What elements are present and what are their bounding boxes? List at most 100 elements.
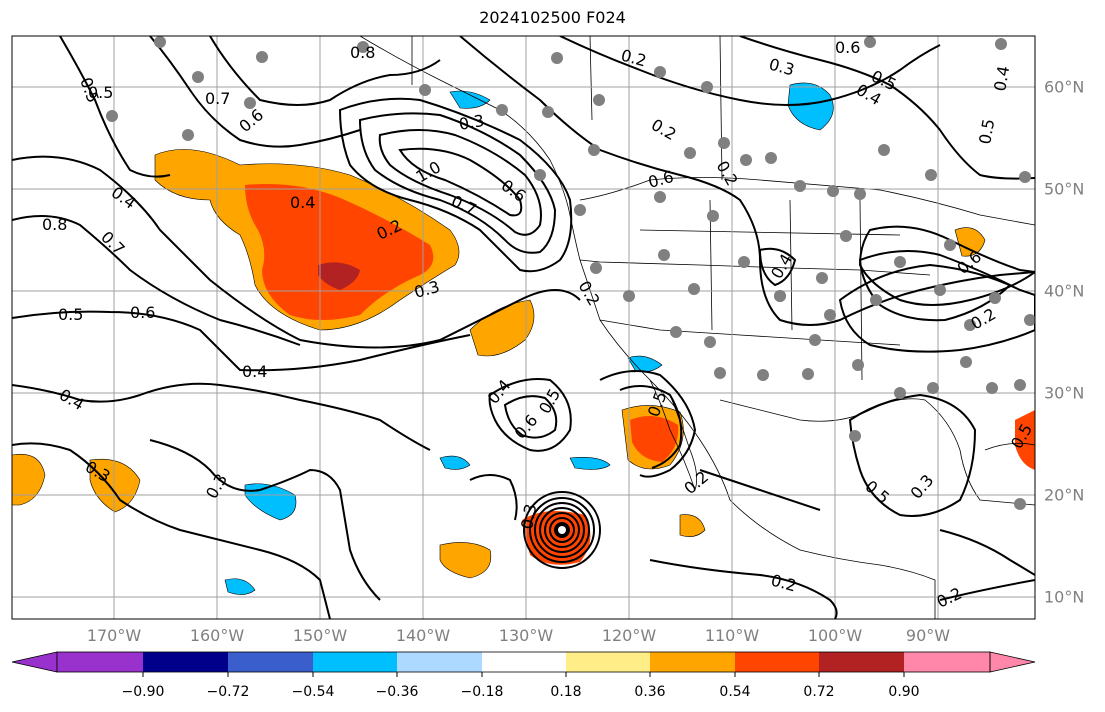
station-dot — [182, 129, 194, 141]
orange-field — [469, 299, 535, 357]
lon-label: 120°W — [601, 626, 657, 645]
colorbar-bin — [228, 652, 313, 672]
station-dot — [1014, 498, 1026, 510]
station-dot — [1014, 379, 1026, 391]
contour-label: 0.5 — [88, 83, 113, 102]
redorange-field — [245, 184, 434, 320]
colorbar-bin — [904, 652, 990, 672]
redorange-field — [630, 416, 679, 462]
contour-line — [503, 395, 558, 439]
contour-line — [12, 155, 581, 349]
contour-line — [469, 474, 518, 521]
lat-label: 30°N — [1044, 383, 1085, 403]
contour-line — [12, 382, 431, 451]
contour-line — [699, 469, 821, 511]
colorbar-frame — [56, 651, 991, 673]
contour-line — [459, 36, 1035, 326]
station-dot — [809, 334, 821, 346]
station-dot — [357, 41, 369, 53]
lon-label: 140°W — [395, 626, 451, 645]
contour-label: 0.7 — [205, 89, 230, 108]
station-dot — [927, 382, 939, 394]
station-dot — [864, 36, 876, 48]
station-dot — [1024, 314, 1035, 326]
lat-label: 10°N — [1044, 587, 1085, 607]
lat-label: 60°N — [1044, 77, 1085, 97]
station-dot — [960, 356, 972, 368]
hurricane-contour — [539, 507, 585, 553]
station-dot — [827, 185, 839, 197]
contour-label: 0.4 — [990, 64, 1013, 92]
colorbar-bin — [313, 652, 397, 672]
station-dot — [740, 154, 752, 166]
colorbar-bin — [143, 652, 228, 672]
colorbar-bin — [735, 652, 819, 672]
colorbar-tick-label: −0.72 — [206, 684, 250, 700]
orange-field — [954, 227, 986, 257]
darkred-field — [318, 262, 360, 290]
contour-line — [758, 247, 797, 287]
station-dot — [707, 210, 719, 222]
contour-line — [599, 370, 697, 478]
lon-label: 100°W — [807, 626, 863, 645]
hurricane-contour — [529, 497, 595, 563]
map-plot-area: 0.5 0.7 0.5 0.4 0.8 0.7 0.6 0.5 0.4 0.6 … — [12, 36, 1035, 619]
station-dot — [765, 152, 777, 164]
shaded-anomaly-fields — [12, 82, 1035, 595]
station-dot — [757, 369, 769, 381]
map-title: 2024102500 F024 — [479, 8, 626, 27]
station-dot — [542, 106, 554, 118]
station-dot — [1019, 171, 1031, 183]
lon-label: 170°W — [86, 626, 142, 645]
station-dot — [794, 180, 806, 192]
station-dots — [106, 36, 1035, 510]
station-dot — [774, 290, 786, 302]
lon-label: 110°W — [704, 626, 760, 645]
station-dot — [701, 81, 713, 93]
colorbar-tick-label: 0.54 — [719, 684, 751, 700]
station-dot — [534, 169, 546, 181]
colorbar-tick-label: 0.18 — [550, 684, 582, 700]
blue-field — [224, 578, 256, 595]
contour-line — [488, 378, 572, 452]
station-dot — [934, 284, 946, 296]
station-dot — [995, 38, 1007, 50]
station-dot — [870, 294, 882, 306]
hurricane-eye-marker — [558, 526, 566, 534]
station-dot — [588, 144, 600, 156]
colorbar-bin — [482, 652, 566, 672]
station-dot — [593, 94, 605, 106]
contour-label: 0.6 — [835, 38, 860, 57]
colorbar-ticks — [142, 672, 905, 677]
contour-line — [149, 439, 381, 601]
station-dot — [840, 230, 852, 242]
station-dot — [654, 66, 666, 78]
contour-label: 0.3 — [517, 502, 540, 530]
contour-line — [858, 250, 1012, 322]
station-dot — [989, 292, 1001, 304]
station-dot — [590, 262, 602, 274]
colorbar-bin — [397, 652, 482, 672]
state-border — [599, 319, 901, 346]
contour-label: 0.8 — [42, 215, 67, 234]
contour-line — [358, 112, 557, 254]
station-dot — [878, 144, 890, 156]
station-dot — [654, 191, 666, 203]
state-border — [639, 199, 901, 381]
contour-label: 0.5 — [975, 117, 998, 145]
station-dot — [944, 239, 956, 251]
colorbar-tick-label: −0.54 — [291, 684, 335, 700]
contour-label: 0.5 — [58, 305, 83, 324]
hurricane-contour — [534, 502, 590, 558]
orange-field — [679, 514, 706, 537]
colorbar-tick-label: −0.36 — [375, 684, 419, 700]
station-dot — [854, 188, 866, 200]
blue-field — [569, 457, 611, 470]
colorbar-tick-label: 0.90 — [888, 684, 920, 700]
contour-line — [838, 263, 1035, 353]
colorbar-bin — [650, 652, 735, 672]
contour-label: 0.3 — [457, 111, 485, 134]
contour-line — [209, 36, 441, 106]
station-dot — [658, 249, 670, 261]
orange-field — [12, 453, 46, 506]
